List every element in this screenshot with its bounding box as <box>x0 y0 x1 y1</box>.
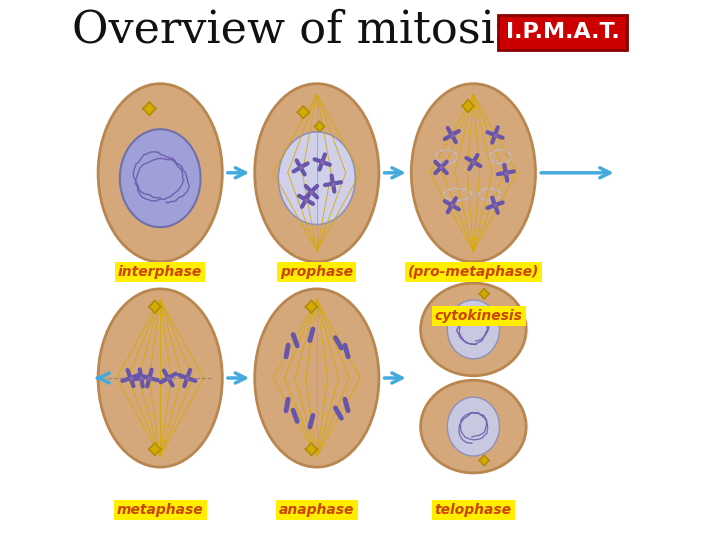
Ellipse shape <box>447 300 500 359</box>
Ellipse shape <box>98 84 222 262</box>
Polygon shape <box>462 99 474 112</box>
Text: anaphase: anaphase <box>279 503 354 517</box>
Text: (pro-metaphase): (pro-metaphase) <box>408 265 539 279</box>
Ellipse shape <box>420 380 526 473</box>
Text: prophase: prophase <box>280 265 354 279</box>
Polygon shape <box>148 443 161 456</box>
Polygon shape <box>305 300 318 313</box>
Polygon shape <box>143 102 156 116</box>
Ellipse shape <box>98 289 222 467</box>
Ellipse shape <box>279 132 355 225</box>
Ellipse shape <box>255 84 379 262</box>
Ellipse shape <box>411 84 536 262</box>
Ellipse shape <box>447 397 500 456</box>
Polygon shape <box>297 106 310 119</box>
Ellipse shape <box>420 283 526 376</box>
Text: metaphase: metaphase <box>117 503 204 517</box>
Text: telophase: telophase <box>435 503 512 517</box>
Text: Overview of mitosis: Overview of mitosis <box>72 8 518 51</box>
Polygon shape <box>314 121 325 132</box>
Polygon shape <box>148 300 161 313</box>
Ellipse shape <box>255 289 379 467</box>
Ellipse shape <box>120 129 201 227</box>
Text: interphase: interphase <box>118 265 202 279</box>
Polygon shape <box>479 455 490 466</box>
Text: cytokinesis: cytokinesis <box>435 309 523 323</box>
Text: I.P.M.A.T.: I.P.M.A.T. <box>505 22 619 43</box>
Polygon shape <box>479 288 490 299</box>
Polygon shape <box>305 443 318 456</box>
